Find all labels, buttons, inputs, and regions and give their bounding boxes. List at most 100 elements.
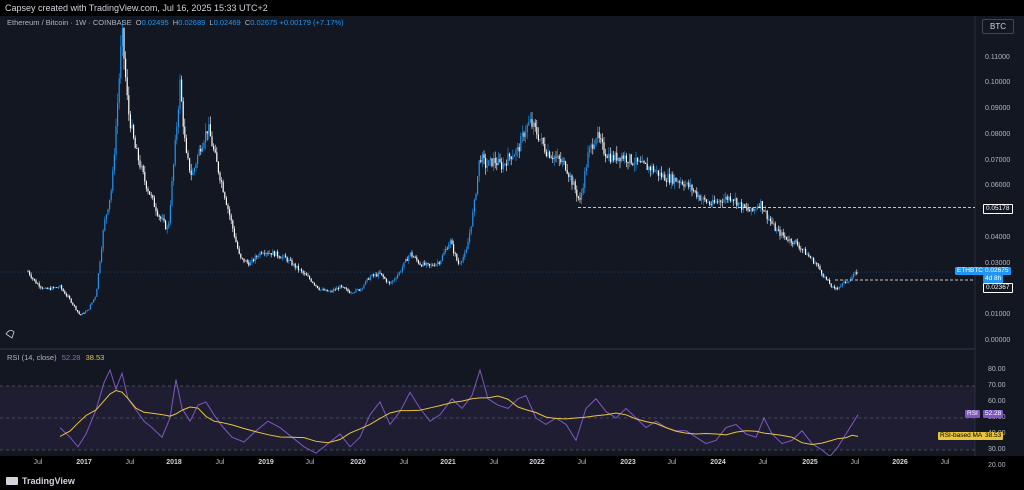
candle-body (513, 155, 515, 157)
currency-button[interactable]: BTC (982, 19, 1014, 34)
candle-body (352, 292, 354, 294)
candle-body (509, 153, 511, 157)
candle-body (339, 285, 341, 290)
price-axis-label: 0.09000 (985, 105, 1011, 113)
time-axis-label: Jul (489, 459, 499, 466)
candle-body (185, 138, 187, 153)
candle-body (297, 265, 299, 271)
candle-body (137, 148, 139, 161)
candle-body (75, 306, 77, 311)
candle-body (70, 298, 72, 303)
candle-body (627, 162, 629, 164)
candle-body (307, 275, 309, 277)
candle-body (505, 163, 507, 166)
time-axis-label: 2018 (166, 459, 182, 466)
candle-body (718, 200, 720, 203)
candle-body (705, 199, 707, 203)
candle-body (256, 256, 258, 257)
candle-body (64, 291, 66, 294)
candle-body (835, 288, 837, 289)
candle-body (749, 210, 751, 212)
candle-body (240, 253, 242, 258)
candle-body (669, 174, 671, 183)
candle-body (557, 155, 559, 158)
candle-body (496, 163, 498, 166)
rsi-title: RSI (14, close) (7, 353, 57, 362)
candle-body (729, 196, 731, 201)
candle-body (473, 199, 475, 212)
candle-body (89, 304, 91, 310)
candle-body (97, 273, 99, 289)
time-axis-label: Jul (940, 459, 950, 466)
candle-body (469, 232, 471, 242)
candle-body (798, 245, 800, 249)
candle-body (573, 181, 575, 185)
candle-body (587, 152, 589, 168)
candle-body (664, 174, 666, 181)
candle-body (197, 155, 199, 165)
candle-body (421, 264, 423, 267)
candle-body (605, 153, 607, 157)
candle-body (681, 181, 683, 185)
candle-body (472, 211, 474, 227)
candle-body (841, 283, 843, 286)
candle-body (777, 229, 779, 231)
candle-body (96, 288, 98, 297)
candle-body (27, 271, 29, 273)
candle-body (837, 288, 839, 290)
candle-body (739, 202, 741, 204)
candle-body (462, 257, 464, 262)
candle-body (286, 257, 288, 262)
candle-body (334, 289, 336, 291)
candle-body (577, 196, 579, 198)
candle-body (152, 195, 154, 198)
candle-body (809, 256, 811, 259)
candle-body (521, 132, 523, 137)
candle-body (701, 199, 703, 201)
candle-body (326, 289, 328, 292)
candle-body (136, 148, 138, 149)
candle-body (115, 126, 117, 155)
candle-body (504, 163, 506, 165)
candle-body (238, 248, 240, 254)
candle-body (171, 181, 173, 206)
candle-body (67, 295, 69, 297)
chart-area[interactable]: Ethereum / Bitcoin · 1W · COINBASE O0.02… (0, 16, 1024, 469)
candle-body (433, 265, 435, 267)
candle-body (37, 283, 39, 285)
candle-body (358, 289, 360, 291)
candle-body (765, 210, 767, 212)
candle-body (789, 238, 791, 241)
candle-body (243, 258, 245, 262)
symbol-legend: Ethereum / Bitcoin · 1W · COINBASE O0.02… (7, 18, 344, 27)
candle-body (704, 197, 706, 200)
candle-body (806, 254, 808, 256)
candle-body (409, 252, 411, 256)
candle-body (854, 272, 856, 274)
candle-body (547, 151, 549, 157)
candle-body (715, 201, 717, 203)
candle-body (696, 191, 698, 198)
candle-body (416, 257, 418, 261)
time-axis-label: Jul (850, 459, 860, 466)
candle-body (30, 274, 32, 278)
candle-body (753, 209, 755, 211)
candle-body (707, 202, 709, 204)
candle-body (678, 181, 680, 183)
candle-body (69, 295, 71, 299)
price-axis-label: 0.08000 (985, 130, 1011, 138)
candle-body (107, 209, 109, 215)
candle-body (254, 256, 256, 262)
candle-body (62, 288, 64, 292)
candle-body (377, 272, 379, 277)
candle-body (109, 199, 111, 210)
candle-body (781, 232, 783, 236)
candle-body (161, 218, 163, 220)
created-by-text: Capsey created with TradingView.com, Jul… (5, 3, 268, 13)
candle-body (723, 199, 725, 203)
tradingview-logo[interactable]: TradingView (6, 476, 75, 486)
price-chart-svg[interactable] (0, 16, 1024, 456)
candle-body (493, 158, 495, 167)
candle-body (403, 262, 405, 268)
candle-body (117, 102, 119, 127)
